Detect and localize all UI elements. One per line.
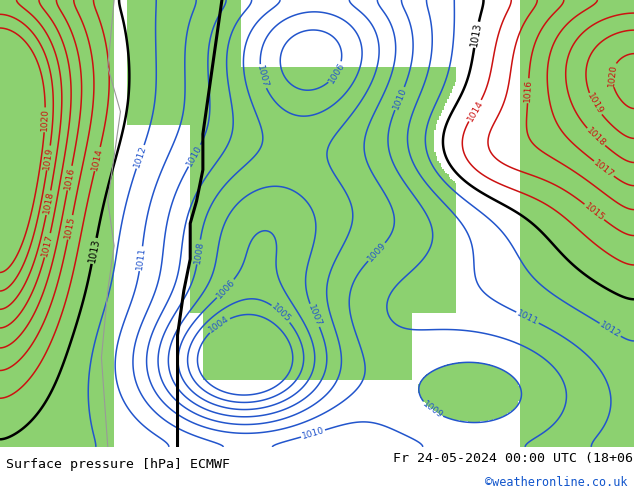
Text: 1006: 1006 <box>327 61 346 85</box>
Text: 1007: 1007 <box>255 64 269 89</box>
Text: 1004: 1004 <box>207 315 231 335</box>
Text: 1017: 1017 <box>41 233 55 258</box>
Text: 1012: 1012 <box>133 145 148 169</box>
Text: ©weatheronline.co.uk: ©weatheronline.co.uk <box>485 476 628 489</box>
Text: 1010: 1010 <box>301 426 325 441</box>
Text: 1011: 1011 <box>515 308 540 327</box>
Text: 1007: 1007 <box>306 303 323 328</box>
Text: 1018: 1018 <box>585 126 607 148</box>
Text: 1013: 1013 <box>469 22 484 48</box>
Text: 1014: 1014 <box>465 98 485 123</box>
Text: Surface pressure [hPa] ECMWF: Surface pressure [hPa] ECMWF <box>6 458 230 470</box>
Text: 1005: 1005 <box>270 302 293 324</box>
Text: 1013: 1013 <box>87 238 101 264</box>
Text: 1020: 1020 <box>40 108 50 131</box>
Text: 1015: 1015 <box>583 201 606 222</box>
Text: 1012: 1012 <box>598 320 622 340</box>
Text: 1020: 1020 <box>607 63 618 87</box>
Text: 1016: 1016 <box>63 166 76 190</box>
Text: 1006: 1006 <box>214 277 236 300</box>
Text: 1010: 1010 <box>185 144 204 168</box>
Text: Fr 24-05-2024 00:00 UTC (18+06): Fr 24-05-2024 00:00 UTC (18+06) <box>393 452 634 466</box>
Text: 1011: 1011 <box>135 247 147 270</box>
Text: 1008: 1008 <box>193 240 205 264</box>
Text: 1009: 1009 <box>420 399 444 420</box>
Text: 1019: 1019 <box>42 146 55 170</box>
Text: 1010: 1010 <box>391 86 408 111</box>
Text: 1016: 1016 <box>523 79 533 102</box>
Text: 1019: 1019 <box>585 92 604 116</box>
Text: 1015: 1015 <box>63 215 77 240</box>
Text: 1014: 1014 <box>91 147 105 171</box>
Text: 1009: 1009 <box>366 241 388 264</box>
Text: 1017: 1017 <box>592 158 616 179</box>
Text: 1018: 1018 <box>42 191 55 215</box>
